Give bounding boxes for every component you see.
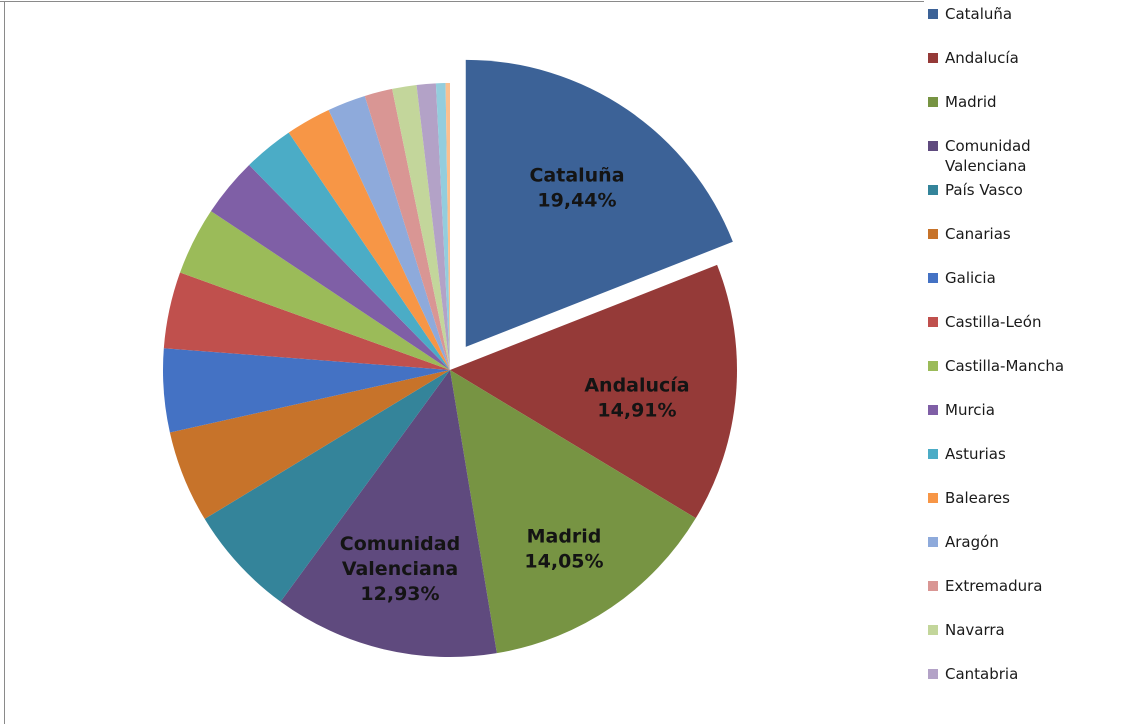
legend-item-comunidad-valenciana: Comunidad Valenciana — [928, 136, 1031, 176]
legend-swatch — [928, 97, 938, 107]
pie-slice-castilla-mancha — [180, 211, 450, 370]
legend-label: Castilla-León — [945, 313, 1042, 331]
pie-slice-canarias — [169, 370, 450, 519]
pie-data-labels: Cataluña 19,44% Andalucía 14,91% Madrid 14,05… — [340, 165, 690, 606]
pie-slice-madrid — [450, 370, 696, 654]
pie-slice-other-17 — [445, 83, 450, 370]
pie-slice-other-16 — [435, 83, 450, 371]
legend-swatch — [928, 361, 938, 371]
pie-slice-cataluna — [465, 59, 733, 347]
data-label-comunidad-valenciana-line-1: Comunidad — [340, 533, 460, 555]
pie-chart — [163, 59, 738, 657]
legend-item-canarias: Canarias — [928, 224, 1011, 244]
data-label-comunidad-valenciana-line-3: 12,93% — [360, 583, 439, 605]
data-label-cataluna-line-1: Cataluña — [529, 165, 624, 187]
legend-swatch — [928, 625, 938, 635]
data-label-andalucia-line-1: Andalucía — [584, 375, 689, 397]
legend-item-aragon: Aragón — [928, 532, 999, 552]
pie-slice-andalucia — [450, 264, 738, 519]
legend-swatch — [928, 229, 938, 239]
pie-slice-navarra — [392, 84, 450, 371]
legend-swatch — [928, 185, 938, 195]
legend-item-galicia: Galicia — [928, 268, 996, 288]
legend-item-asturias: Asturias — [928, 444, 1006, 464]
pie-slice-comunidad-valenciana — [280, 370, 497, 657]
legend-item-madrid: Madrid — [928, 92, 997, 112]
legend-label: Andalucía — [945, 49, 1019, 67]
legend-item-murcia: Murcia — [928, 400, 995, 420]
pie-slice-asturias — [249, 132, 450, 370]
legend-item-baleares: Baleares — [928, 488, 1010, 508]
legend-label: Cataluña — [945, 5, 1013, 23]
legend-label: País Vasco — [945, 181, 1023, 199]
legend-swatch — [928, 537, 938, 547]
legend-item-castilla-leon: Castilla-León — [928, 312, 1041, 332]
legend-label: Galicia — [945, 269, 996, 287]
legend-swatch — [928, 273, 938, 283]
legend-item-navarra: Navarra — [928, 620, 1005, 640]
data-label-cataluna-line-2: 19,44% — [537, 190, 616, 212]
legend-swatch — [928, 9, 938, 19]
legend-swatch — [928, 317, 938, 327]
legend-label: Navarra — [945, 621, 1005, 639]
legend-label: Murcia — [945, 401, 995, 419]
data-label-madrid-line-1: Madrid — [527, 526, 602, 548]
legend-swatch — [928, 405, 938, 415]
legend-swatch — [928, 141, 938, 151]
legend-item-cantabria: Cantabria — [928, 664, 1018, 684]
legend-label: Canarias — [945, 225, 1011, 243]
pie-slice-cantabria — [416, 83, 450, 370]
legend-label: Madrid — [945, 93, 997, 111]
legend-item-andalucia: Andalucía — [928, 48, 1019, 68]
legend-label: Baleares — [945, 489, 1010, 507]
legend-item-cataluna: Cataluña — [928, 4, 1012, 24]
legend-label: Asturias — [945, 445, 1006, 463]
legend-label: Cantabria — [945, 665, 1019, 683]
data-label-andalucia-line-2: 14,91% — [597, 400, 676, 422]
legend-swatch — [928, 669, 938, 679]
pie-slice-pais-vasco — [204, 370, 450, 602]
pie-slice-aragon — [328, 95, 450, 370]
legend-swatch — [928, 493, 938, 503]
legend-item-pais-vasco: País Vasco — [928, 180, 1023, 200]
pie-slice-baleares — [288, 109, 450, 371]
pie-slice-galicia — [163, 348, 450, 433]
data-label-madrid-line-2: 14,05% — [524, 551, 603, 573]
pie-slice-murcia — [210, 164, 450, 370]
legend-label: Aragón — [945, 533, 999, 551]
legend-item-extremadura: Extremadura — [928, 576, 1043, 596]
legend-swatch — [928, 449, 938, 459]
legend-label: Extremadura — [945, 577, 1043, 595]
pie-slice-castilla-leon — [163, 272, 450, 370]
legend-item-castilla-mancha: Castilla-Mancha — [928, 356, 1064, 376]
legend-label: Castilla-Mancha — [945, 357, 1065, 375]
legend-swatch — [928, 53, 938, 63]
legend-swatch — [928, 581, 938, 591]
pie-slice-extremadura — [364, 88, 450, 371]
legend-label: Comunidad Valenciana — [945, 137, 1031, 175]
data-label-comunidad-valenciana-line-2: Valenciana — [342, 558, 458, 580]
